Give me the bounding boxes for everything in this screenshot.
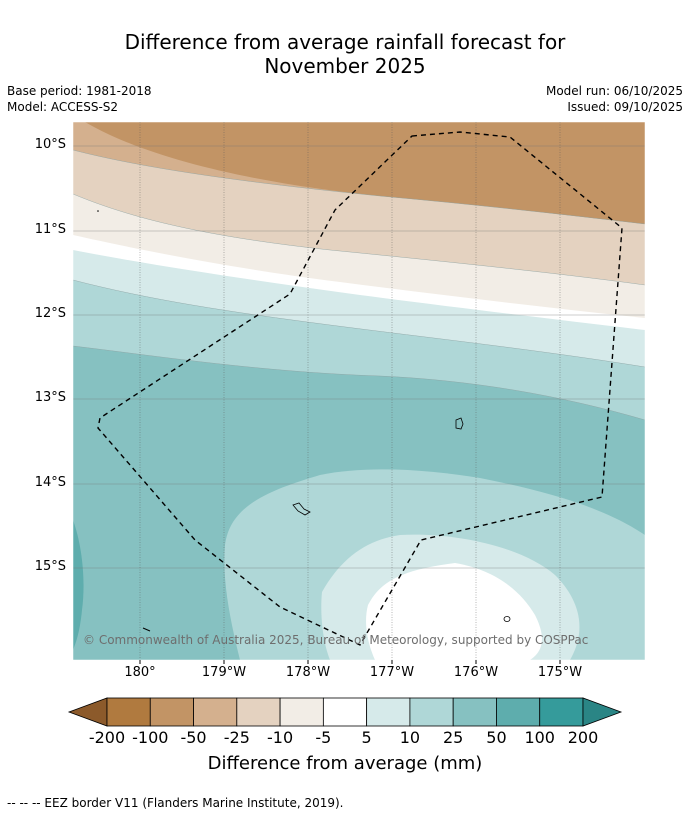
colorbar-arrow-low	[67, 697, 108, 727]
colorbar-swatch	[539, 697, 584, 727]
colorbar-tick: -10	[267, 728, 294, 747]
graticule-lon	[139, 122, 561, 660]
colorbar-swatch	[193, 697, 238, 727]
graticule-lat	[73, 145, 645, 569]
axis-ticks	[139, 660, 561, 664]
lon-label: 179°W	[201, 665, 247, 680]
colorbar-swatch	[236, 697, 281, 727]
island-wallis	[292, 502, 311, 516]
colorbar-tick: -100	[132, 728, 169, 747]
lon-label: 177°W	[369, 665, 415, 680]
colorbar-swatch	[496, 697, 541, 727]
lat-label: 15°S	[34, 559, 66, 574]
lon-label: 175°W	[537, 665, 583, 680]
blob-neutral	[366, 563, 542, 660]
edge-50-100	[73, 520, 84, 650]
rainfall-map	[73, 122, 645, 660]
colorbar-swatch	[409, 697, 454, 727]
map-frame	[72, 121, 646, 661]
issued-date: Issued: 09/10/2025	[567, 100, 683, 114]
lon-label: 178°W	[285, 665, 331, 680]
lat-label: 11°S	[34, 222, 66, 237]
island-upolu	[455, 417, 464, 430]
eez-border	[97, 131, 623, 646]
colorbar-swatch	[452, 697, 497, 727]
eez-footnote: -- -- -- EEZ border V11 (Flanders Marine…	[7, 796, 344, 810]
colorbar-swatch	[322, 697, 368, 727]
colorbar-tick: 200	[567, 728, 599, 747]
colorbar-arrow-high	[582, 697, 623, 727]
colorbar-tick: -25	[223, 728, 250, 747]
model-name: Model: ACCESS-S2	[7, 100, 119, 114]
colorbar-tick: 10	[399, 728, 421, 747]
lon-label: 180°	[124, 665, 156, 680]
colorbar-tick: -5	[315, 728, 332, 747]
colorbar-tick: 25	[442, 728, 464, 747]
colorbar-swatch	[149, 697, 194, 727]
lat-label: 10°S	[34, 137, 66, 152]
base-period: Base period: 1981-2018	[7, 84, 152, 98]
map-title: Difference from average rainfall forecas…	[0, 30, 690, 78]
copyright-notice: © Commonwealth of Australia 2025, Bureau…	[83, 633, 589, 647]
colorbar	[67, 697, 623, 727]
colorbar-swatch	[279, 697, 324, 727]
islet	[97, 210, 99, 212]
colorbar-label: Difference from average (mm)	[207, 753, 483, 774]
colorbar-tick: -50	[180, 728, 207, 747]
title-line-2: November 2025	[264, 54, 426, 78]
colorbar-swatch	[366, 697, 411, 727]
colorbar-tick: 5	[361, 728, 372, 747]
colorbar-swatch	[106, 697, 151, 727]
lat-label: 12°S	[34, 306, 66, 321]
band-minus100	[85, 122, 645, 224]
colorbar-tick: 100	[524, 728, 555, 747]
islet-south	[142, 627, 151, 632]
meta-right: Model run: 06/10/2025 Issued: 09/10/2025	[546, 83, 683, 115]
title-line-1: Difference from average rainfall forecas…	[124, 30, 566, 54]
meta-left: Base period: 1981-2018 Model: ACCESS-S2	[7, 83, 152, 115]
colorbar-tick: 50	[486, 728, 507, 747]
colorbar-tick: -200	[88, 728, 126, 747]
lat-label: 14°S	[34, 475, 66, 490]
island-tutuila	[503, 616, 511, 622]
model-run: Model run: 06/10/2025	[545, 84, 683, 98]
lat-label: 13°S	[34, 390, 66, 405]
lon-label: 176°W	[453, 665, 499, 680]
